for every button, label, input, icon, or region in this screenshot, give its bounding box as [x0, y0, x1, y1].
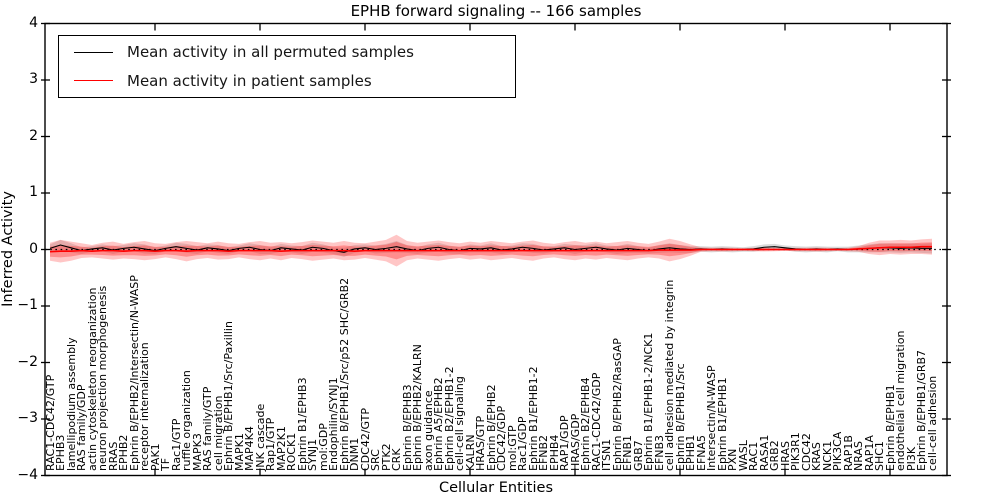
x-axis-label: Cellular Entities [438, 480, 554, 496]
y-tick-label: 0 [29, 240, 38, 257]
y-tick-label: −3 [17, 410, 38, 426]
legend-item-patient: Mean activity in patient samples [59, 72, 515, 90]
legend-line-sample-black [74, 51, 113, 53]
legend-label-patient: Mean activity in patient samples [127, 71, 372, 90]
series-line [49, 245, 932, 253]
x-tick-label: cell-cell adhesion [925, 375, 939, 471]
chart-title: EPHB forward signaling -- 166 samples [350, 2, 642, 20]
y-tick-label: −2 [17, 353, 38, 370]
y-tick-label: −4 [17, 466, 38, 483]
y-tick-label: −1 [17, 297, 38, 313]
legend-label-permuted: Mean activity in all permuted samples [127, 43, 414, 62]
legend-line-sample-red [74, 80, 113, 82]
y-tick-label: 4 [29, 14, 38, 31]
y-tick-label: 3 [29, 71, 38, 87]
legend-item-permuted: Mean activity in all permuted samples [59, 43, 515, 61]
y-tick-label: 2 [29, 127, 38, 144]
y-tick-label: 1 [29, 184, 38, 200]
legend: Mean activity in all permuted samples Me… [58, 35, 516, 98]
confidence-band [50, 239, 932, 257]
